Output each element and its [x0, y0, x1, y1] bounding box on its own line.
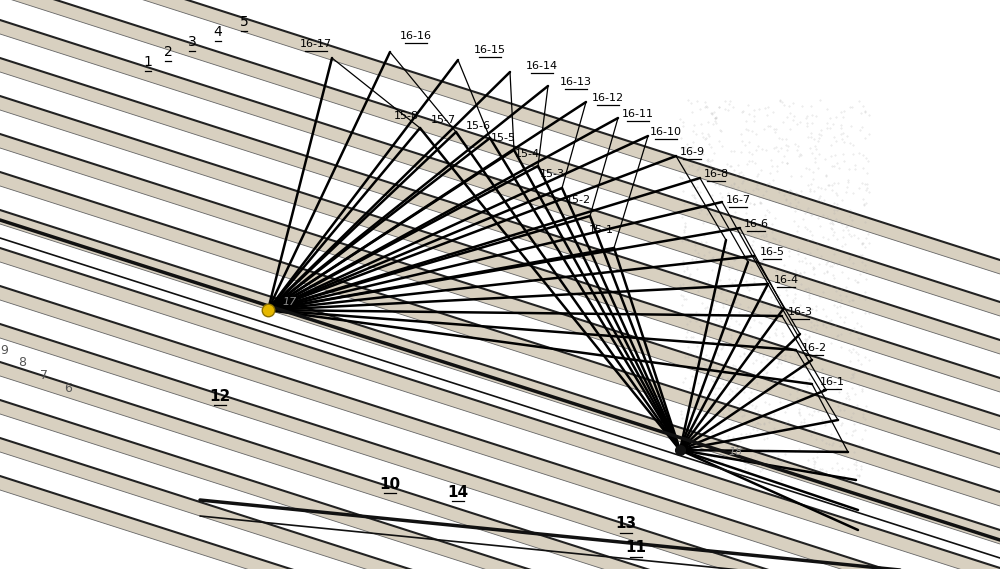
- Text: 16-15: 16-15: [474, 45, 506, 55]
- Text: 8: 8: [18, 356, 26, 369]
- Text: 4: 4: [214, 25, 222, 39]
- Text: 15-1: 15-1: [588, 225, 614, 235]
- Text: 16-7: 16-7: [725, 195, 751, 205]
- Text: 9: 9: [0, 344, 8, 357]
- Text: 16-17: 16-17: [300, 39, 332, 49]
- Polygon shape: [0, 42, 1000, 408]
- Text: 15-7: 15-7: [430, 115, 456, 125]
- Polygon shape: [0, 118, 1000, 484]
- Text: 16-3: 16-3: [788, 307, 812, 317]
- Text: 16-13: 16-13: [560, 77, 592, 87]
- Text: 16-14: 16-14: [526, 61, 558, 71]
- Text: 15-3: 15-3: [540, 169, 564, 179]
- Polygon shape: [0, 460, 1000, 569]
- Polygon shape: [0, 232, 1000, 569]
- Text: 16-10: 16-10: [650, 127, 682, 137]
- Text: 15-6: 15-6: [466, 121, 490, 131]
- Text: 17: 17: [283, 297, 297, 307]
- Polygon shape: [0, 4, 1000, 370]
- Text: 1: 1: [144, 55, 152, 69]
- Polygon shape: [0, 0, 1000, 332]
- Text: 16-6: 16-6: [744, 219, 768, 229]
- Text: 12: 12: [209, 389, 231, 403]
- Text: 16-1: 16-1: [820, 377, 844, 387]
- Polygon shape: [0, 194, 1000, 560]
- Text: 13: 13: [615, 517, 637, 531]
- Text: 16-11: 16-11: [622, 109, 654, 119]
- Polygon shape: [0, 422, 1000, 569]
- Text: 16-12: 16-12: [592, 93, 624, 103]
- Text: 5: 5: [240, 15, 248, 29]
- Polygon shape: [0, 384, 1000, 569]
- Polygon shape: [0, 270, 1000, 569]
- Text: 16-4: 16-4: [773, 275, 799, 285]
- Text: 3: 3: [188, 35, 196, 49]
- Text: 15-2: 15-2: [565, 195, 591, 205]
- Text: 16-16: 16-16: [400, 31, 432, 41]
- Text: 16-5: 16-5: [760, 247, 784, 257]
- Text: 2: 2: [164, 45, 172, 59]
- Polygon shape: [0, 80, 1000, 446]
- Polygon shape: [0, 346, 1000, 569]
- Text: 15-4: 15-4: [514, 149, 540, 159]
- Text: 6: 6: [64, 381, 72, 394]
- Text: 18: 18: [729, 447, 743, 457]
- Text: 16-2: 16-2: [801, 343, 827, 353]
- Text: 16-9: 16-9: [679, 147, 705, 157]
- Text: 16-8: 16-8: [703, 169, 729, 179]
- Text: 14: 14: [447, 484, 469, 500]
- Polygon shape: [0, 0, 1000, 290]
- Text: 7: 7: [40, 369, 48, 381]
- Text: 11: 11: [626, 541, 646, 555]
- Polygon shape: [0, 308, 1000, 569]
- Polygon shape: [0, 156, 1000, 522]
- Text: 15-5: 15-5: [490, 133, 516, 143]
- Text: 15-8: 15-8: [393, 111, 419, 121]
- Text: 10: 10: [379, 476, 401, 492]
